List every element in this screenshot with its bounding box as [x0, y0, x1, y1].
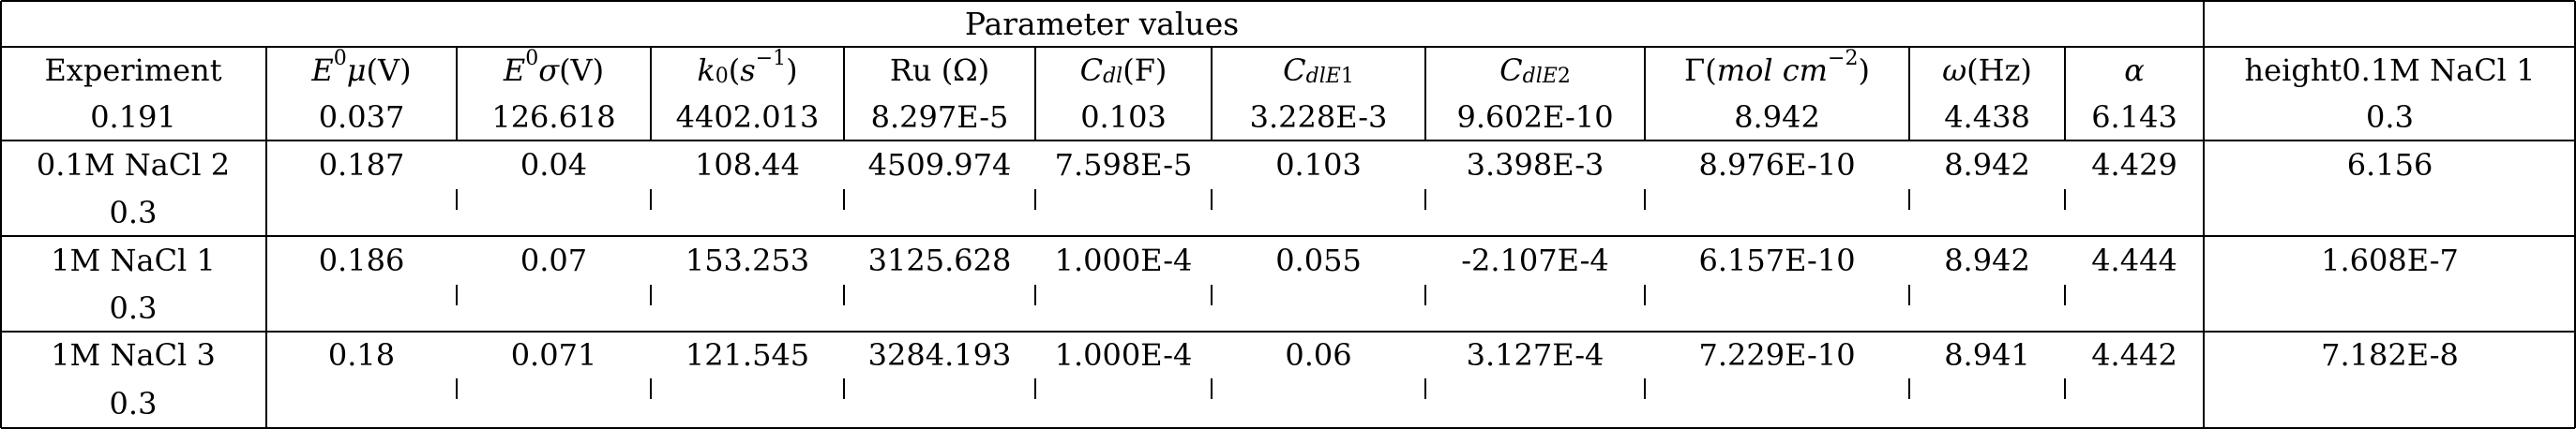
table-cell-r0-c7: 9.602E-10: [1456, 99, 1614, 135]
table-cell-r3-c5: 1.000E-4: [1054, 243, 1193, 278]
table-cell-r3-c0: 1M NaCl 1: [51, 243, 216, 278]
table-cell-r3-c8: 6.157E-10: [1698, 243, 1856, 278]
table-cell-r3-c10: 4.444: [2091, 243, 2177, 278]
table-cell-r5-c5: 1.000E-4: [1054, 337, 1193, 373]
table-cell-r1-c5: 7.598E-5: [1054, 147, 1193, 183]
table-cell-r1-c2: 0.04: [520, 147, 588, 183]
header-alpha: α: [2124, 52, 2145, 88]
table-cell-r0-c11: 0.3: [2366, 99, 2414, 135]
table-cell-r5-c9: 8.941: [1944, 337, 2030, 373]
table-cell-r5-c4: 3284.193: [867, 337, 1012, 373]
table-cell-r3-c6: 0.055: [1275, 243, 1362, 278]
header-ru: Ru (Ω): [889, 52, 990, 88]
table-cell-r5-c8: 7.229E-10: [1698, 337, 1856, 373]
table-cell-r5-c10: 4.442: [2091, 337, 2177, 373]
table-cell-r5-c2: 0.071: [510, 337, 597, 373]
table-cell-r1-c4: 4509.974: [867, 147, 1012, 183]
header-omega: ω (Hz): [1942, 52, 2032, 88]
table-cell-r0-c0: 0.191: [90, 99, 176, 135]
table-cell-r0-c9: 4.438: [1944, 99, 2030, 135]
table-cell-r3-c11: 1.608E-7: [2321, 243, 2459, 278]
table-cell-r1-c8: 8.976E-10: [1698, 147, 1856, 183]
table-cell-r4-c0: 0.3: [109, 290, 158, 326]
table-cell-r1-c7: 3.398E-3: [1466, 147, 1604, 183]
table-cell-r0-c5: 0.103: [1080, 99, 1167, 135]
table-cell-r5-c0: 1M NaCl 3: [51, 337, 216, 373]
table-cell-r5-c7: 3.127E-4: [1466, 337, 1604, 373]
table-cell-r3-c4: 3125.628: [867, 243, 1012, 278]
header-height: height0.1M NaCl 1: [2244, 52, 2536, 88]
table-cell-r1-c1: 0.187: [318, 147, 405, 183]
table-cell-r0-c1: 0.037: [318, 99, 405, 135]
table-cell-r5-c3: 121.545: [685, 337, 810, 373]
table-cell-r3-c2: 0.07: [520, 243, 588, 278]
table-cell-r0-c10: 6.143: [2091, 99, 2177, 135]
header-experiment: Experiment: [44, 52, 222, 88]
table-cell-r2-c0: 0.3: [109, 195, 158, 230]
table-cell-r1-c6: 0.103: [1275, 147, 1362, 183]
table-cell-r5-c6: 0.06: [1285, 337, 1352, 373]
table-cell-r1-c0: 0.1M NaCl 2: [36, 147, 231, 183]
table-title: Parameter values: [964, 5, 1240, 42]
header-gamma: Γ(mol cm −2): [1684, 47, 1870, 88]
header-k0: k 0(s −1): [697, 47, 798, 88]
table-cell-r5-c1: 0.18: [327, 337, 396, 373]
table-cell-r3-c7: -2.107E-4: [1461, 243, 1609, 278]
table-cell-r0-c8: 8.942: [1734, 99, 1820, 135]
table-cell-r1-c10: 4.429: [2091, 147, 2177, 183]
table-cell-r3-c9: 8.942: [1944, 243, 2030, 278]
table-cell-r0-c6: 3.228E-3: [1249, 99, 1388, 135]
table-cell-r6-c0: 0.3: [109, 386, 158, 422]
table-cell-r1-c9: 8.942: [1944, 147, 2030, 183]
table-cell-r3-c3: 153.253: [685, 243, 810, 278]
table-cell-r1-c3: 108.44: [695, 147, 800, 183]
table-cell-r0-c4: 8.297E-5: [870, 99, 1009, 135]
table-cell-r3-c1: 0.186: [318, 243, 405, 278]
table-cell-r5-c11: 7.182E-8: [2321, 337, 2459, 373]
table-cell-r0-c3: 4402.013: [675, 99, 820, 135]
table-cell-r0-c2: 126.618: [491, 99, 616, 135]
table-cell-r1-c11: 6.156: [2346, 147, 2433, 183]
